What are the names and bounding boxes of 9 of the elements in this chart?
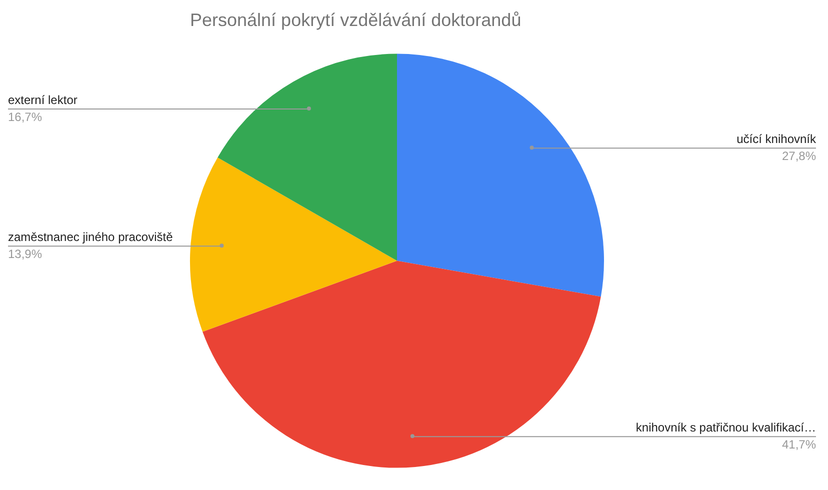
chart-title: Personální pokrytí vzdělávání doktorandů	[190, 10, 522, 30]
slice-label: knihovník s patřičnou kvalifikací…	[636, 420, 816, 434]
slice-label: zaměstnanec jiného pracoviště	[8, 230, 174, 244]
slice-label: učící knihovník	[736, 132, 817, 146]
data-label: 27,8%	[782, 148, 816, 163]
data-label: 41,7%	[782, 437, 816, 452]
data-label: 13,9%	[8, 246, 42, 261]
slice-label: externí lektor	[8, 92, 78, 107]
data-label: 16,7%	[8, 110, 42, 124]
